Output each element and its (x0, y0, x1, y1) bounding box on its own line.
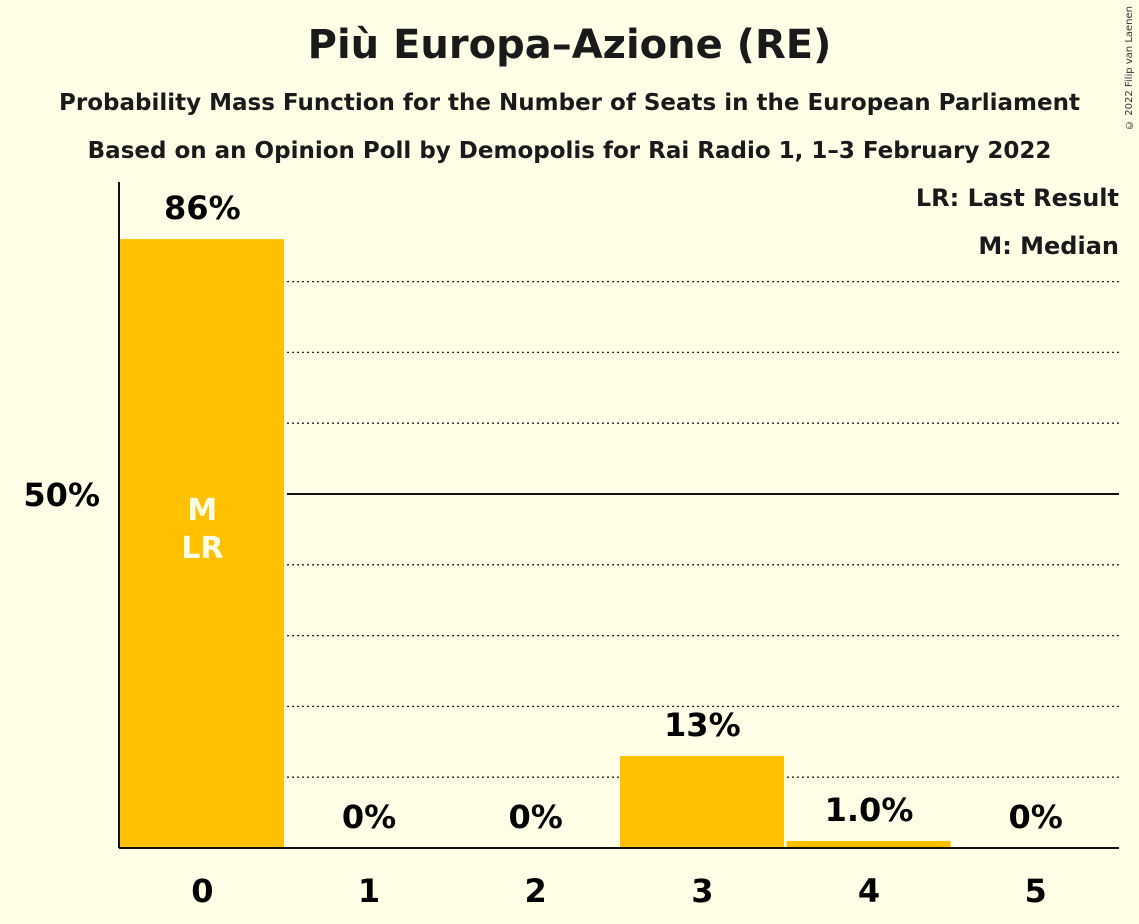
x-tick-label: 0 (191, 872, 213, 910)
median-marker: M (187, 493, 217, 528)
x-tick-label: 5 (1025, 872, 1047, 910)
data-label: 13% (664, 706, 741, 744)
data-label: 0% (509, 798, 563, 836)
legend-last-result: LR: Last Result (915, 184, 1119, 212)
data-label: 0% (342, 798, 396, 836)
x-tick-label: 4 (858, 872, 880, 910)
x-tick-label: 2 (525, 872, 547, 910)
bar (786, 840, 951, 848)
last-result-marker: LR (181, 531, 223, 566)
legend-median: M: Median (978, 232, 1119, 260)
x-tick-label: 1 (358, 872, 380, 910)
y-tick-label: 50% (23, 476, 100, 514)
chart-title: Più Europa–Azione (RE) (307, 22, 832, 68)
data-label: 86% (164, 189, 241, 227)
data-label: 0% (1009, 798, 1063, 836)
chart-subtitle: Probability Mass Function for the Number… (59, 90, 1080, 116)
bar (120, 239, 284, 848)
x-tick-label: 3 (691, 872, 713, 910)
data-label: 1.0% (825, 791, 914, 829)
bar (620, 755, 784, 848)
chart-source-subtitle: Based on an Opinion Poll by Demopolis fo… (87, 138, 1052, 164)
